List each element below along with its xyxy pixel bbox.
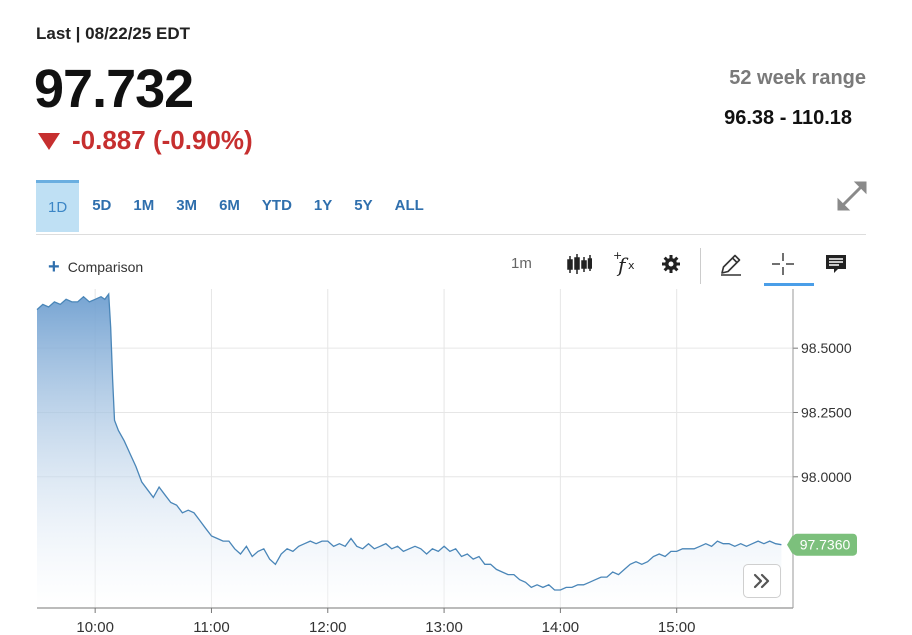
scroll-right-button[interactable] [743, 564, 781, 598]
tab-6m[interactable]: 6M [219, 197, 240, 214]
x-tick-label: 13:00 [425, 619, 463, 635]
last-price: 97.732 [34, 59, 194, 119]
pencil-icon[interactable] [716, 249, 746, 279]
expand-icon[interactable] [834, 178, 870, 214]
price-chart[interactable]: 10:00 11:00 12:00 13:00 14:00 15:00 98.5000 98.… [0, 289, 912, 635]
comparison-button[interactable]: + Comparison [48, 256, 144, 278]
interval-selector[interactable]: 1m [511, 255, 532, 272]
toolbar-divider [700, 248, 701, 284]
y-tick-label: 98.0000 [801, 469, 852, 485]
comment-icon[interactable] [821, 249, 851, 279]
y-tick-label: 98.5000 [801, 340, 852, 356]
svg-text:+: + [613, 250, 622, 262]
tab-5d[interactable]: 5D [92, 197, 112, 214]
candlestick-icon[interactable] [564, 249, 594, 279]
gear-icon[interactable] [656, 249, 686, 279]
x-tick-label: 14:00 [542, 619, 580, 635]
y-tick-label: 98.2500 [801, 404, 852, 420]
down-arrow-icon [38, 133, 60, 150]
tab-1d[interactable]: 1D [36, 180, 80, 232]
tab-divider [36, 234, 866, 235]
axes [37, 289, 798, 613]
last-timestamp: Last | 08/22/25 EDT [36, 24, 191, 43]
tab-1m[interactable]: 1M [133, 197, 155, 214]
x-tick-label: 12:00 [309, 619, 347, 635]
range-label: 52 week range [729, 67, 866, 89]
price-area [37, 294, 782, 608]
tick-labels: 10:00 11:00 12:00 13:00 14:00 15:00 98.5000 98.… [76, 340, 851, 635]
comparison-label: Comparison [67, 259, 144, 275]
double-chevron-right-icon [753, 573, 770, 589]
tab-3m[interactable]: 3M [176, 197, 198, 214]
tab-1y[interactable]: 1Y [313, 197, 333, 214]
badge-pointer [787, 534, 793, 555]
tab-ytd[interactable]: YTD [261, 197, 292, 214]
price-change-text: -0.887 (-0.90%) [72, 125, 253, 155]
range-value: 96.38 - 110.18 [724, 107, 852, 129]
price-change: -0.887 (-0.90%) [38, 125, 253, 156]
price-line [36, 292, 782, 591]
tab-5y[interactable]: 5Y [354, 197, 373, 214]
crosshair-icon[interactable] [768, 249, 798, 279]
active-tool-indicator [764, 283, 814, 286]
last-value-badge: 97.7360 [787, 533, 857, 556]
x-tick-label: 11:00 [193, 619, 229, 635]
badge-text: 97.7360 [800, 537, 851, 553]
x-tick-label: 10:00 [76, 619, 114, 635]
tab-all[interactable]: ALL [394, 197, 424, 214]
plus-icon: + [48, 256, 60, 278]
timeframe-tabs: 1D 5D 1M 3M 6M YTD 1Y 5Y ALL [36, 180, 435, 232]
function-icon[interactable]: + f x [610, 249, 640, 279]
svg-text:x: x [628, 259, 635, 272]
badge-background [793, 533, 857, 556]
x-tick-label: 15:00 [658, 619, 696, 635]
